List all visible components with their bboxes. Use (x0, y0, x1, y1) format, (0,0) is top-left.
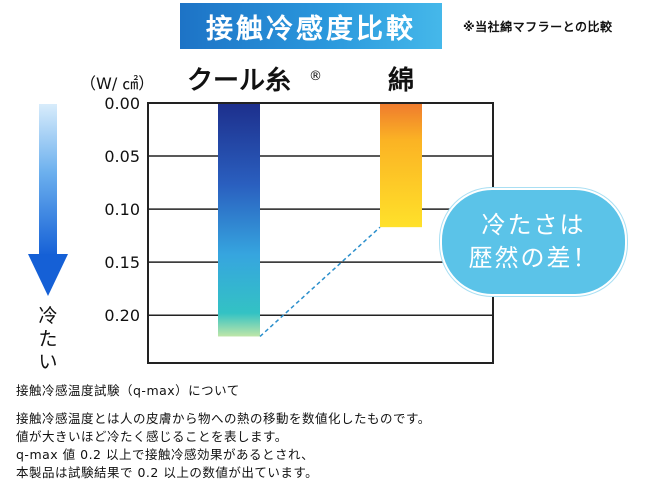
grid-lines (148, 155, 493, 316)
connector (259, 226, 381, 338)
cold-label: 冷 た い (38, 305, 57, 373)
footer-line: 値が大きいほど冷たく感じることを表します。 (16, 429, 288, 444)
comparison-connector-line (259, 226, 381, 338)
y-tick-label: 0.05 (104, 147, 140, 166)
bubble-line: 歴然の差！ (468, 244, 599, 272)
registered-mark: ® (309, 69, 322, 84)
bars (218, 103, 422, 337)
cold-arrow-head (28, 254, 68, 296)
footer-notes: 接触冷感温度試験（q-max）について 接触冷感温度とは人の皮膚から物への熱の移… (16, 382, 636, 482)
y-tick-label: 0.15 (104, 253, 140, 272)
cold-label-char: 冷 (38, 305, 57, 327)
y-tick-label: 0.00 (104, 94, 140, 113)
cold-arrow-shaft (39, 104, 57, 256)
bubble-line: 冷たさは (481, 211, 586, 239)
bar (380, 103, 422, 228)
cold-label-char: た (38, 328, 57, 350)
footer-line: 本製品は試験結果で 0.2 以上の数値が出ています。 (16, 465, 319, 480)
y-axis-unit: （W/ ㎠） (80, 74, 154, 93)
category-label: 綿 (388, 65, 414, 96)
cold-label-char: い (38, 351, 57, 373)
y-tick-label: 0.20 (104, 306, 140, 325)
footer-line: q-max 値 0.2 以上で接触冷感効果があるとされ、 (16, 447, 315, 462)
category-labels: クール糸 ® 綿 (187, 65, 414, 96)
y-tick-labels: 0.00 0.05 0.10 0.15 0.20 (104, 94, 140, 325)
q-max-bar-chart: 0.00 0.05 0.10 0.15 0.20 クール糸 ® 綿 （W/ ㎠） 冷 た い (28, 65, 494, 373)
page-title: 接触冷感度比較 (206, 13, 416, 45)
y-tick-label: 0.10 (104, 200, 140, 219)
title-banner: 接触冷感度比較 (180, 3, 442, 49)
comparison-note: ※当社綿マフラーとの比較 (463, 20, 613, 34)
category-label: クール糸 (187, 66, 291, 96)
callout-bubble: 冷たさは 歴然の差！ (440, 188, 627, 296)
bar (218, 103, 260, 337)
footer-line: 接触冷感温度とは人の皮膚から物への熱の移動を数値化したものです。 (16, 411, 431, 426)
footer-heading: 接触冷感温度試験（q-max）について (16, 383, 240, 398)
